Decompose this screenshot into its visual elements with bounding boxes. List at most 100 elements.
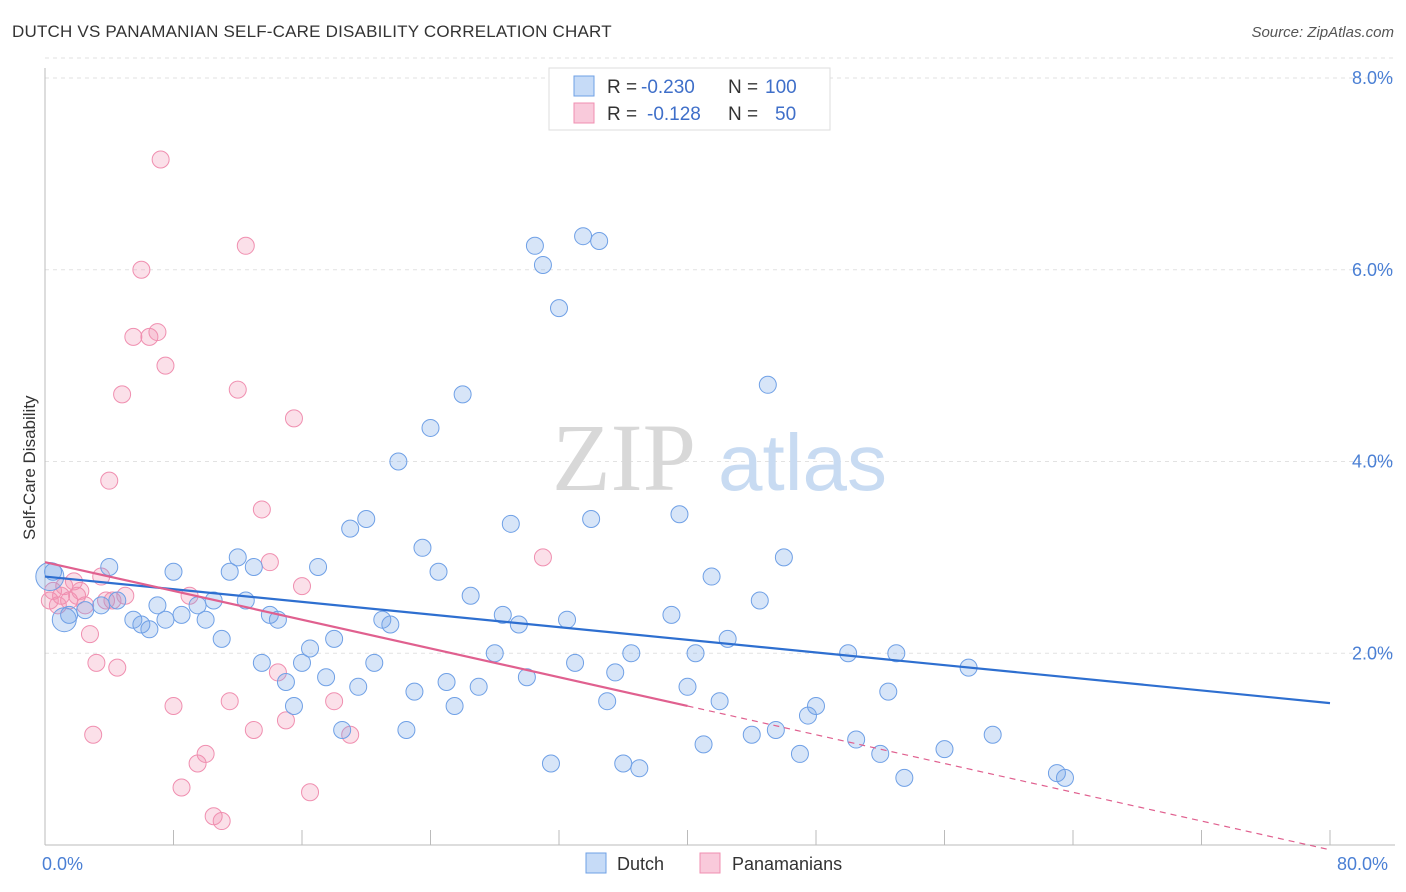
panamanians-point: [284, 409, 303, 428]
watermark-atlas: atlas: [718, 418, 887, 507]
dutch-point: [983, 725, 1002, 744]
dutch-point: [333, 720, 352, 739]
dutch-point: [879, 682, 898, 701]
legend-box: R = -0.230 N = 100 R = -0.128 N = 50: [548, 67, 831, 131]
panamanians-point: [151, 150, 170, 169]
dutch-point: [686, 644, 705, 663]
y-tick-label: 6.0%: [1352, 260, 1393, 280]
legend-r-label-panamanians: R =: [607, 104, 637, 125]
dutch-point: [413, 538, 432, 557]
dutch-point: [405, 682, 424, 701]
panamanians-point: [64, 572, 83, 591]
x-tick-label-max: 80.0%: [1337, 854, 1388, 874]
dutch-point: [758, 375, 777, 394]
legend-n-value-dutch: 100: [765, 77, 797, 98]
dutch-point: [429, 562, 448, 581]
dutch-point: [60, 605, 79, 624]
legend-r-value-dutch: -0.230: [641, 77, 695, 98]
dutch-point: [774, 548, 793, 567]
x-ticks: [44, 830, 1331, 845]
panamanians-point: [113, 385, 132, 404]
dutch-point: [766, 720, 785, 739]
panamanians-point: [164, 696, 183, 715]
dutch-point: [517, 668, 536, 687]
y-tick-label: 8.0%: [1352, 68, 1393, 88]
dutch-point: [807, 696, 825, 715]
y-tick-label: 2.0%: [1352, 643, 1393, 663]
dutch-point: [622, 644, 641, 663]
dutch-point: [349, 677, 368, 696]
source-note: Source: ZipAtlas.com: [1251, 24, 1394, 41]
dutch-point: [493, 605, 512, 624]
dutch-point: [839, 644, 858, 663]
dutch-point: [140, 620, 159, 639]
dutch-point: [533, 255, 552, 274]
panamanians-point: [84, 725, 103, 744]
bottom-legend: Dutch Panamanians: [585, 852, 842, 874]
dutch-point: [156, 610, 175, 629]
dutch-point: [421, 418, 440, 437]
panamanians-points: [40, 150, 552, 831]
panamanians-point: [148, 323, 167, 342]
legend-r-value-panamanians: -0.128: [647, 104, 701, 125]
panamanians-point: [228, 380, 247, 399]
panamanians-point: [100, 471, 119, 490]
bottom-legend-label-dutch: Dutch: [617, 854, 664, 874]
dutch-point: [196, 610, 215, 629]
dutch-point: [445, 696, 464, 715]
x-tick-label-min: 0.0%: [42, 854, 83, 874]
dutch-point: [469, 677, 488, 696]
dutch-point: [790, 744, 809, 763]
panamanians-trend-line: [44, 561, 688, 708]
panamanians-point: [76, 596, 95, 615]
legend-n-label-dutch: N =: [728, 77, 758, 98]
dutch-point: [381, 615, 400, 634]
watermark-zip: ZIP: [552, 404, 696, 511]
dutch-point: [341, 519, 360, 538]
panamanians-point: [236, 236, 255, 255]
dutch-point: [92, 596, 111, 615]
dutch-point: [710, 692, 729, 711]
dutch-point: [614, 754, 633, 773]
y-axis-label: Self-Care Disability: [20, 395, 39, 540]
dutch-point: [550, 299, 568, 318]
dutch-point: [293, 653, 311, 672]
dutch-point: [630, 759, 649, 778]
panamanians-point: [325, 692, 344, 711]
dutch-point: [325, 629, 344, 648]
panamanians-point: [260, 553, 279, 572]
dutch-point: [887, 644, 906, 663]
panamanians-point: [172, 778, 191, 797]
panamanians-point: [196, 744, 215, 763]
dutch-point: [895, 768, 914, 787]
panamanians-point: [533, 548, 552, 567]
panamanians-point: [124, 327, 143, 346]
dutch-point: [148, 596, 167, 615]
dutch-point: [935, 740, 954, 759]
y-tick-labels: 2.0% 4.0% 6.0% 8.0%: [1352, 68, 1393, 663]
y-tick-label: 4.0%: [1352, 452, 1393, 472]
panamanians-point: [301, 783, 320, 802]
dutch-trend-line: [44, 575, 1331, 705]
dutch-point: [276, 673, 295, 692]
dutch-point: [365, 653, 384, 672]
panamanians-point: [156, 356, 175, 375]
dutch-point: [742, 725, 761, 744]
dutch-point: [100, 557, 119, 576]
bottom-legend-swatch-panamanians: [699, 852, 721, 874]
legend-swatch-dutch: [573, 75, 595, 97]
dutch-point: [228, 548, 247, 567]
chart-title: DUTCH VS PANAMANIAN SELF-CARE DISABILITY…: [12, 22, 612, 41]
dutch-point: [212, 629, 231, 648]
dutch-point: [662, 605, 681, 624]
dutch-point: [437, 673, 456, 692]
dutch-point: [606, 663, 625, 682]
panamanians-point: [80, 625, 99, 644]
legend-swatch-panamanians: [573, 102, 595, 124]
dutch-point: [252, 653, 271, 672]
dutch-point: [525, 236, 544, 255]
dutch-point: [397, 720, 416, 739]
dutch-point: [317, 668, 336, 687]
panamanians-point: [212, 812, 231, 831]
